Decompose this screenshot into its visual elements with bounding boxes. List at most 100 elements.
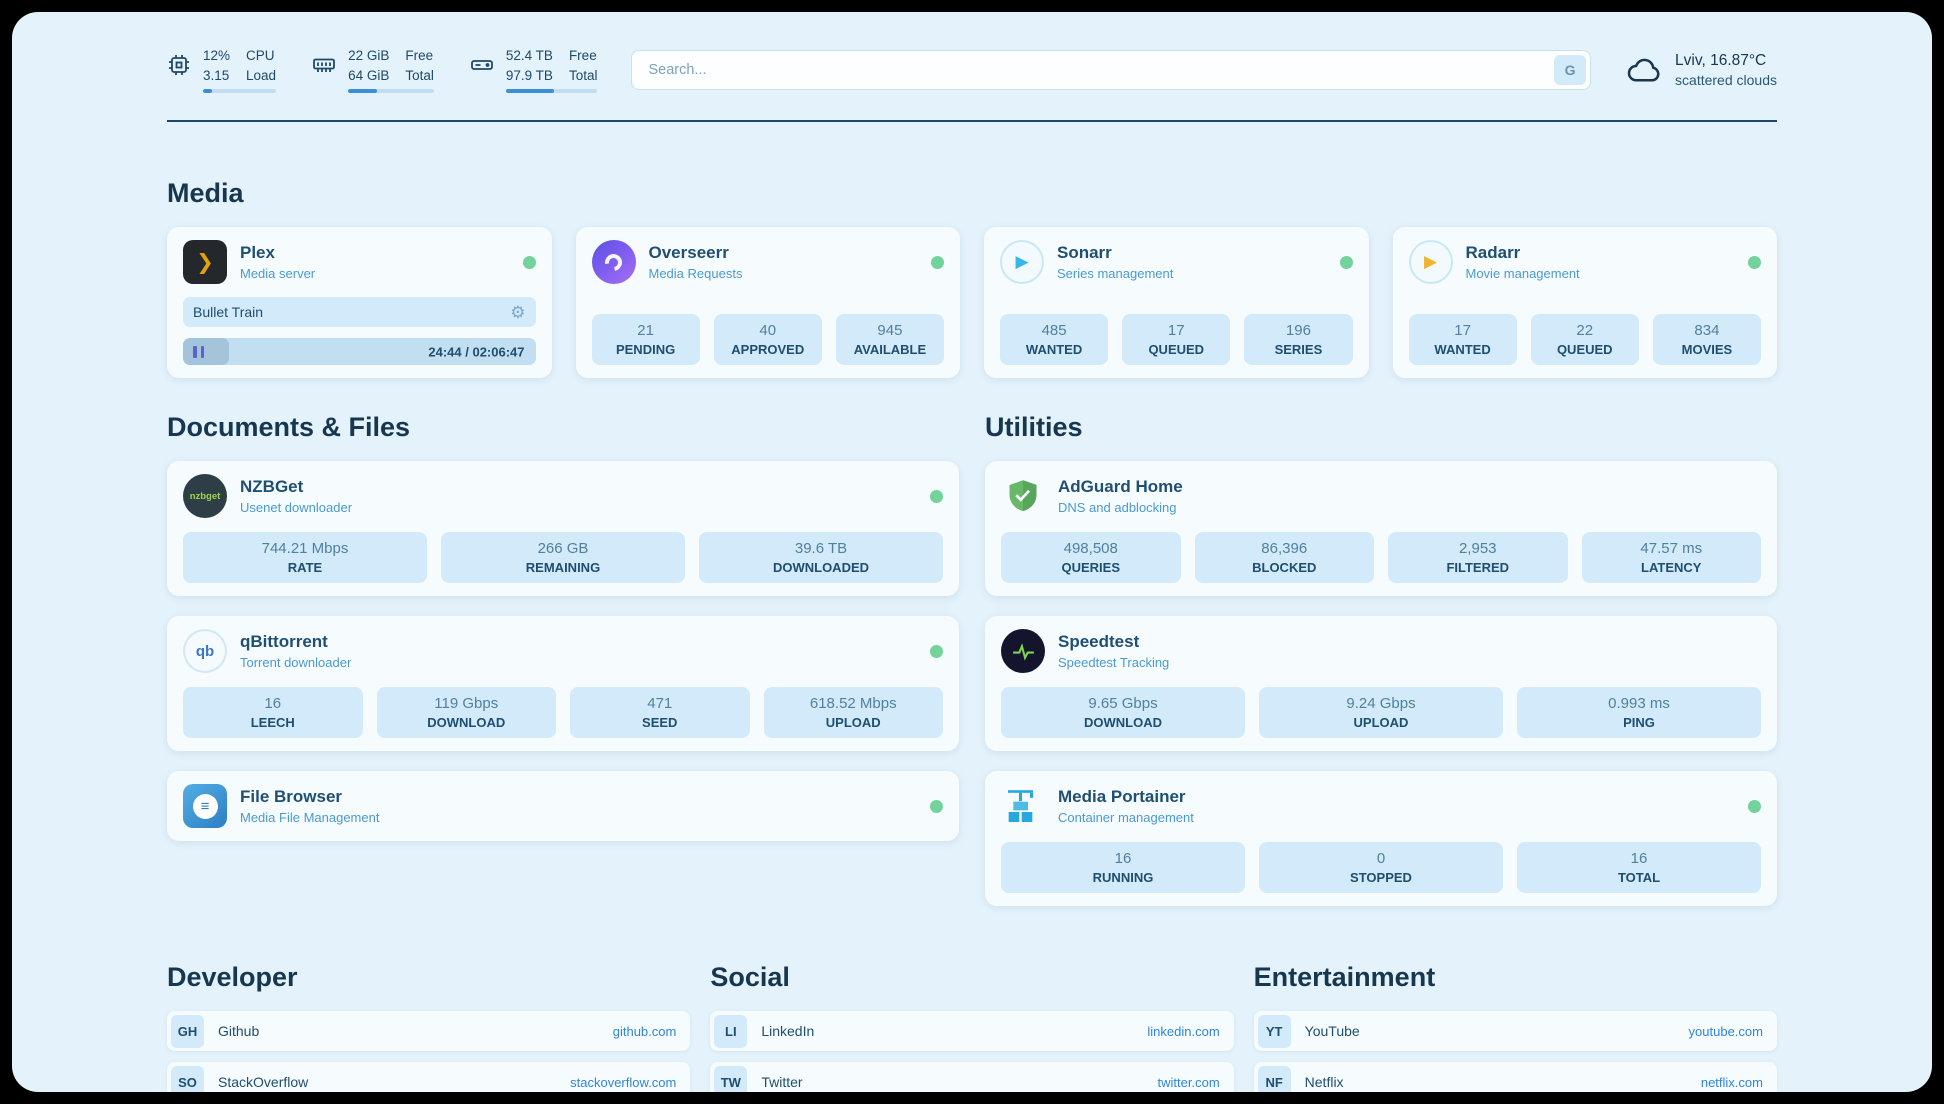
linkedin-link-row[interactable]: LI LinkedIn linkedin.com xyxy=(710,1011,1234,1051)
weather-text: Lviv, 16.87°C scattered clouds xyxy=(1675,52,1777,88)
gear-icon[interactable]: ⚙ xyxy=(510,302,526,322)
stat-value: 16 xyxy=(1630,850,1648,867)
cpu-icon xyxy=(167,53,191,77)
stat-label: PING xyxy=(1623,715,1655,730)
status-dot xyxy=(1748,255,1761,269)
pause-icon[interactable] xyxy=(193,345,204,358)
netflix-link-row[interactable]: NF Netflix netflix.com xyxy=(1253,1062,1777,1092)
entertainment-links: YT YouTube youtube.com NF Netflix netflix.com… xyxy=(1253,1011,1777,1092)
section-title-social: Social xyxy=(710,962,790,992)
app-subtitle: Container management xyxy=(1058,810,1194,825)
weather-widget[interactable]: Lviv, 16.87°C scattered clouds xyxy=(1625,51,1777,89)
stat-queued: 17 QUEUED xyxy=(1122,314,1231,365)
stat-queued: 22 QUEUED xyxy=(1530,314,1639,365)
stat-label: REMAINING xyxy=(525,560,601,575)
link-group-entertainment: Entertainment YT YouTube youtube.com NF Netfl… xyxy=(1253,962,1777,1092)
stat-running: 16 RUNNING xyxy=(1001,842,1245,893)
stat-label: BLOCKED xyxy=(1252,560,1317,575)
app-subtitle: Movie management xyxy=(1465,266,1580,281)
github-link-row[interactable]: GH Github github.com xyxy=(167,1011,691,1051)
stat-label: RATE xyxy=(287,560,323,575)
memory-stat: 22 GiB 64 GiB Free Total xyxy=(312,47,434,94)
app-names: qBittorrent Torrent downloader xyxy=(240,632,351,670)
system-stats: 12% 3.15 CPU Load 22 GiB 64 GiB Free Total 52.4 … xyxy=(167,47,598,94)
adguard-link[interactable]: AdGuard Home xyxy=(1058,477,1183,496)
search-input[interactable] xyxy=(631,50,1592,90)
storage-stat-value: 52.4 TB xyxy=(505,47,553,63)
speedtest-header: Speedtest Speedtest Tracking xyxy=(1001,629,1761,673)
radarr-link[interactable]: Radarr xyxy=(1465,243,1521,262)
two-column-zone: Documents & Files nzbget NZBGet Usenet dow… xyxy=(167,412,1777,906)
app-subtitle: Torrent downloader xyxy=(240,655,352,670)
app-subtitle: Media Requests xyxy=(648,266,743,281)
nzbget-header: nzbget NZBGet Usenet downloader xyxy=(183,474,943,518)
qbittorrent-link[interactable]: qBittorrent xyxy=(240,632,328,651)
stat-label: RUNNING xyxy=(1092,870,1154,885)
youtube-icon: YT xyxy=(1257,1014,1291,1048)
speedtest-link[interactable]: Speedtest xyxy=(1058,632,1140,651)
stat-filtered: 2,953 FILTERED xyxy=(1388,532,1568,583)
plex-icon: ❯ xyxy=(183,240,227,284)
stat-label: DOWNLOAD xyxy=(1084,715,1162,730)
adguard-card: AdGuard Home DNS and adblocking 498,508 QUE… xyxy=(985,461,1777,596)
section-title-developer: Developer xyxy=(167,962,298,992)
app-names: NZBGet Usenet downloader xyxy=(240,477,352,515)
link-groups: Developer GH Github github.com SO StackOverfl… xyxy=(167,962,1777,1092)
stat-label: QUEUED xyxy=(1148,342,1205,357)
stat-label: PENDING xyxy=(615,342,676,357)
stat-label: AVAILABLE xyxy=(853,342,927,357)
stat-wanted: 485 WANTED xyxy=(1000,314,1109,365)
app-subtitle: Series management xyxy=(1057,266,1174,281)
search-engine-button[interactable]: G xyxy=(1554,55,1587,85)
stat-ping: 0.993 ms PING xyxy=(1517,687,1761,738)
filebrowser-link[interactable]: File Browser xyxy=(240,787,343,806)
nzbget-link[interactable]: NZBGet xyxy=(240,477,304,496)
app-subtitle: Media File Management xyxy=(240,810,380,825)
section-documents: Documents & Files nzbget NZBGet Usenet dow… xyxy=(167,412,959,906)
stat-leech: 16 LEECH xyxy=(183,687,363,738)
stat-label: WANTED xyxy=(1025,342,1083,357)
memory-stat-value: 64 GiB xyxy=(348,67,390,83)
link-url: github.com xyxy=(612,1023,677,1039)
speedtest-card: Speedtest Speedtest Tracking 9.65 Gbps DOWN… xyxy=(985,616,1777,751)
adguard-header: AdGuard Home DNS and adblocking xyxy=(1001,474,1761,518)
stat-value: 16 xyxy=(264,695,282,712)
sonarr-link[interactable]: Sonarr xyxy=(1057,243,1112,262)
radarr-header: ▶ Radarr Movie management xyxy=(1408,240,1761,284)
twitter-link-row[interactable]: TW Twitter twitter.com xyxy=(710,1062,1234,1092)
netflix-icon: NF xyxy=(1257,1065,1291,1092)
link-name: StackOverflow xyxy=(218,1074,309,1090)
playback-progress-bar[interactable]: 24:44 / 02:06:47 xyxy=(183,338,536,365)
stat-latency: 47.57 ms LATENCY xyxy=(1581,532,1761,583)
stat-label: LEECH xyxy=(250,715,295,730)
twitter-icon: TW xyxy=(714,1065,748,1092)
stat-value: 16 xyxy=(1114,850,1132,867)
radarr-icon: ▶ xyxy=(1408,240,1453,284)
status-dot xyxy=(930,489,943,503)
overseerr-card: Overseerr Media Requests 21 PENDING 40 APPROV… xyxy=(575,227,960,378)
youtube-link-row[interactable]: YT YouTube youtube.com xyxy=(1253,1011,1777,1051)
app-names: Media Portainer Container management xyxy=(1058,787,1194,825)
overseerr-link[interactable]: Overseerr xyxy=(648,243,729,262)
stat-label: UPLOAD xyxy=(1353,715,1409,730)
cpu-stat-body: 12% 3.15 CPU Load xyxy=(203,47,277,94)
qbittorrent-icon: qb xyxy=(183,629,227,673)
stat-value: 471 xyxy=(647,695,673,712)
plex-link[interactable]: Plex xyxy=(240,243,275,262)
status-dot xyxy=(931,255,944,269)
status-dot xyxy=(1748,799,1761,813)
now-playing-title: Bullet Train xyxy=(193,304,264,320)
stat-label: TOTAL xyxy=(1617,870,1661,885)
nzbget-icon: nzbget xyxy=(183,474,227,518)
stackoverflow-link-row[interactable]: SO StackOverflow stackoverflow.com xyxy=(167,1062,691,1092)
cpu-stat: 12% 3.15 CPU Load xyxy=(167,47,277,94)
stat-wanted: 17 WANTED xyxy=(1408,314,1517,365)
cpu-stat-label: CPU xyxy=(246,47,275,63)
plex-card: ❯ Plex Media server Bullet Train ⚙ 24:44 / 02… xyxy=(167,227,552,378)
storage-stat-value: 97.9 TB xyxy=(505,67,553,83)
memory-stat-body: 22 GiB 64 GiB Free Total xyxy=(348,47,434,94)
stat-seed: 471 SEED xyxy=(570,687,750,738)
stat-available: 945 AVAILABLE xyxy=(835,314,945,365)
portainer-link[interactable]: Media Portainer xyxy=(1058,787,1186,806)
stat-value: 40 xyxy=(759,322,777,339)
